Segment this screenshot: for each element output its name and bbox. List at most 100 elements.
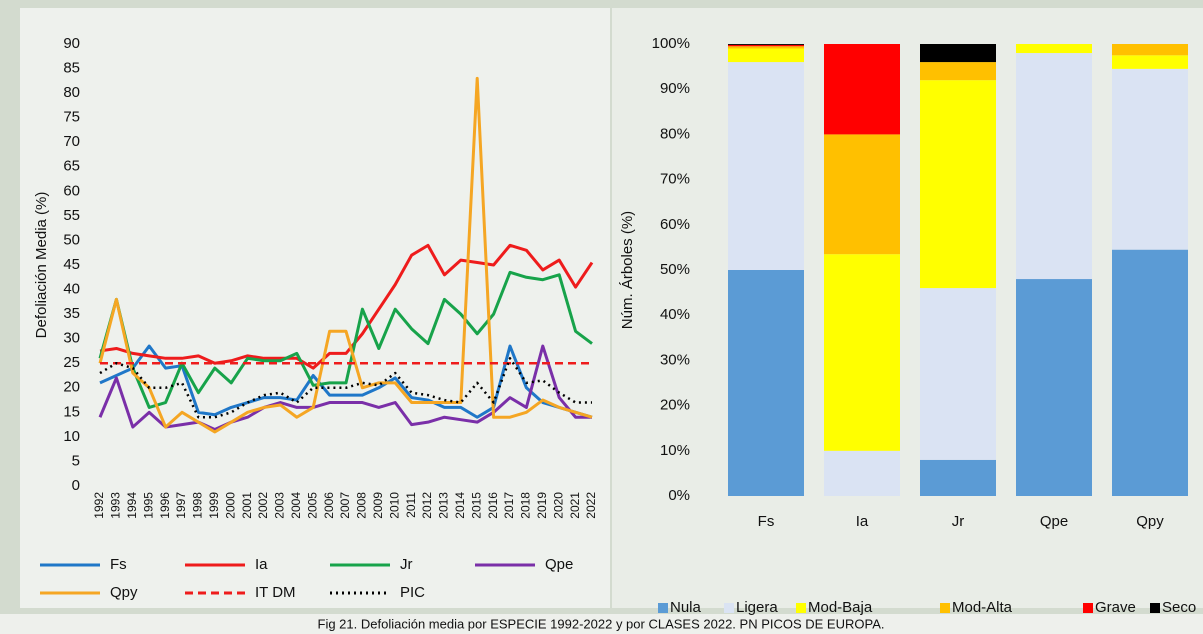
caption: Fig 21. Defoliación media por ESPECIE 19… (318, 616, 885, 631)
y-tick-label: 0% (668, 487, 690, 504)
y-tick-label: 100% (652, 35, 690, 52)
x-tick-label: 2016 (486, 492, 500, 519)
x-tick-label: 1995 (141, 492, 155, 519)
x-tick-label: 2004 (289, 492, 303, 519)
series-line (98, 76, 593, 434)
caption-bar (0, 614, 1203, 634)
y-tick-label: 80 (63, 84, 80, 101)
legend-label: Mod-Baja (808, 599, 873, 616)
y-tick-label: 20 (63, 379, 80, 396)
y-tick-label: 50% (660, 261, 690, 278)
legend-label: Nula (670, 599, 702, 616)
y-tick-label: 75 (63, 109, 80, 126)
y-tick-label: 40% (660, 306, 690, 323)
bar-segment (920, 80, 996, 289)
x-tick-label: 2001 (240, 492, 254, 519)
bar-segment (920, 459, 996, 496)
x-tick-label: Ia (856, 513, 869, 530)
y-tick-label: 5 (72, 452, 80, 469)
y-tick-label: 55 (63, 207, 80, 224)
x-tick-label: 2013 (437, 492, 451, 519)
bar-segment (1016, 279, 1092, 496)
x-tick-label: 2005 (305, 492, 319, 519)
x-tick-label: 1992 (92, 492, 106, 519)
y-tick-label: 35 (63, 305, 80, 322)
bar-segment (728, 48, 804, 63)
legend-label: Qpy (110, 584, 138, 601)
bar-segment (920, 288, 996, 460)
legend-swatch (1083, 603, 1093, 613)
y-tick-label: 40 (63, 281, 80, 298)
x-tick-label: 2002 (256, 492, 270, 519)
legend-label: PIC (400, 584, 425, 601)
y-tick-label: 65 (63, 158, 80, 175)
x-tick-label: 2003 (273, 492, 287, 519)
legend-label: Grave (1095, 599, 1136, 616)
legend-label: IT DM (255, 584, 296, 601)
y-tick-label: 45 (63, 256, 80, 273)
x-tick-label: 1996 (158, 492, 172, 519)
legend-label: Fs (110, 556, 127, 573)
x-tick-label: 2000 (223, 492, 237, 519)
x-tick-label: 2008 (355, 492, 369, 519)
bar-segment (728, 270, 804, 496)
series-line (99, 243, 594, 370)
x-tick-label: Qpe (1040, 513, 1068, 530)
bar-segment (1016, 53, 1092, 280)
y-tick-label: 70% (660, 171, 690, 188)
y-tick-label: 60% (660, 216, 690, 233)
x-tick-label: 2014 (453, 492, 467, 519)
bar-segment (1112, 249, 1188, 496)
y-tick-label: 30 (63, 330, 80, 347)
x-tick-label: 2022 (584, 492, 598, 519)
x-tick-label: 2019 (535, 492, 549, 519)
y-tick-label: 90% (660, 80, 690, 97)
x-tick-label: 1994 (125, 492, 139, 519)
bar-segment (824, 134, 900, 255)
bar-segment (728, 44, 804, 47)
bar-segment (728, 62, 804, 270)
x-tick-label: 2015 (469, 492, 483, 519)
x-tick-label: Qpy (1136, 513, 1164, 530)
x-tick-label: 1998 (191, 492, 205, 519)
legend-label: Seco (1162, 599, 1196, 616)
legend-swatch (1150, 603, 1160, 613)
y-tick-label: 15 (63, 403, 80, 420)
legend-swatch (658, 603, 668, 613)
x-tick-label: Jr (952, 513, 965, 530)
y-axis-title: Defoliación Media (%) (33, 192, 50, 339)
y-axis-title: Núm. Árboles (%) (619, 211, 636, 329)
series-line (99, 357, 592, 419)
y-tick-label: 60 (63, 182, 80, 199)
x-tick-label: 2012 (420, 492, 434, 519)
x-tick-label: 1993 (109, 492, 123, 519)
y-tick-label: 20% (660, 397, 690, 414)
legend-label: Jr (400, 556, 413, 573)
y-tick-label: 10 (63, 428, 80, 445)
x-tick-label: 1997 (174, 492, 188, 519)
y-tick-label: 70 (63, 133, 80, 150)
x-tick-label: 2010 (387, 492, 401, 519)
bar-segment (824, 450, 900, 496)
x-tick-label: 2021 (568, 492, 582, 519)
x-tick-label: 2020 (551, 492, 565, 519)
y-tick-label: 90 (63, 35, 80, 52)
x-tick-label: 1999 (207, 492, 221, 519)
bar-segment (824, 44, 900, 135)
legend-swatch (724, 603, 734, 613)
legend-label: Ia (255, 556, 268, 573)
x-tick-label: 2017 (502, 492, 516, 519)
y-tick-label: 80% (660, 125, 690, 142)
y-tick-label: 10% (660, 442, 690, 459)
y-tick-label: 50 (63, 231, 80, 248)
bar-segment (920, 62, 996, 81)
series-line (98, 344, 592, 432)
bar-segment (728, 44, 804, 45)
right-panel (612, 8, 1203, 608)
x-tick-label: 2009 (371, 492, 385, 519)
x-tick-label: 2006 (322, 492, 336, 519)
bar-segment (1112, 68, 1188, 250)
y-tick-label: 30% (660, 351, 690, 368)
bar-segment (1112, 44, 1188, 56)
